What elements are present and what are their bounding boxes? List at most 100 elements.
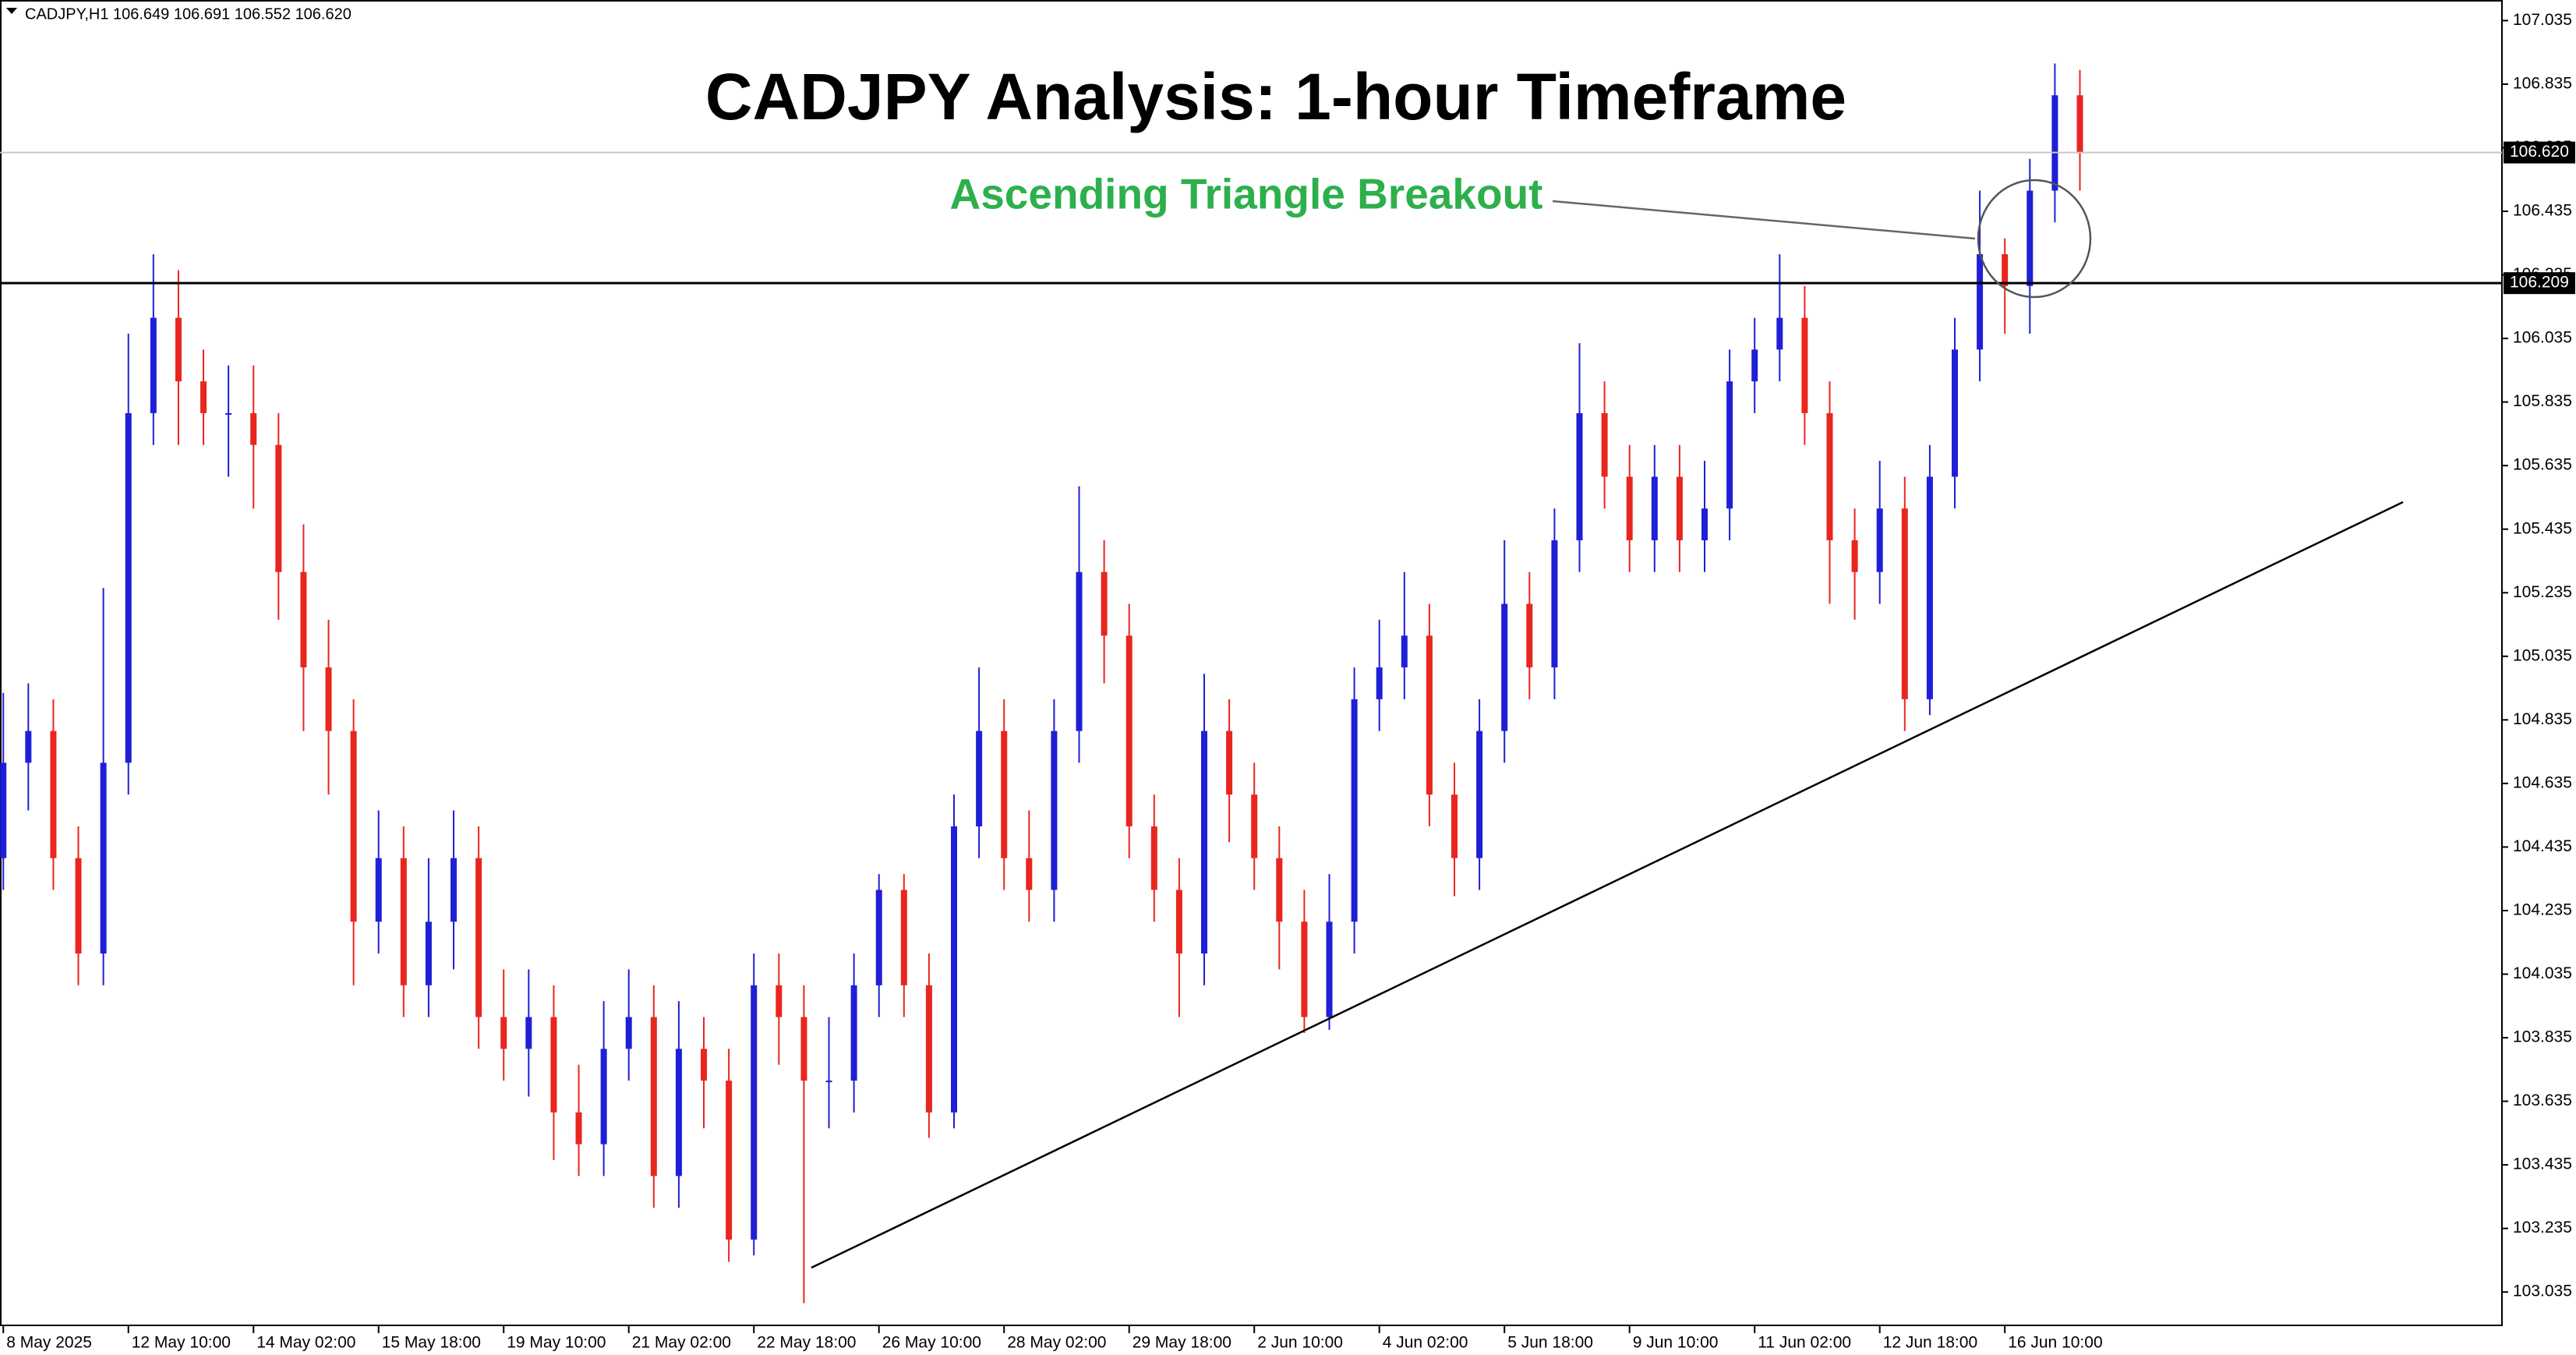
y-tick-label: 103.635: [2513, 1091, 2572, 1109]
candle-body: [225, 412, 232, 415]
y-tick-label: 106.435: [2513, 202, 2572, 220]
candle-body: [1726, 381, 1733, 509]
candle-body: [550, 1017, 557, 1113]
candle-body: [1576, 412, 1583, 540]
price-level-box: [2504, 141, 2575, 164]
y-tick-label: 105.635: [2513, 456, 2572, 474]
candle-body: [0, 762, 7, 858]
x-tick-label: 22 May 18:00: [757, 1334, 856, 1352]
candle-body: [2002, 254, 2009, 286]
y-tick-label: 107.035: [2513, 11, 2572, 29]
candle-body: [1226, 731, 1233, 795]
menu-icon[interactable]: [6, 8, 17, 14]
price-level-label: 106.620: [2510, 143, 2569, 161]
candle-body: [850, 985, 857, 1081]
x-tick-label: 19 May 10:00: [507, 1334, 606, 1352]
candle-body: [951, 826, 958, 1113]
x-tick-label: 14 May 02:00: [256, 1334, 355, 1352]
candle-body: [1251, 794, 1258, 858]
candle-body: [500, 1017, 507, 1049]
candle-body: [776, 985, 783, 1017]
candle-body: [1626, 476, 1633, 540]
x-tick-label: 16 Jun 10:00: [2008, 1334, 2102, 1352]
price-level-label: 106.209: [2510, 274, 2569, 292]
x-tick-label: 8 May 2025: [6, 1334, 92, 1352]
annotation-pointer: [1552, 200, 1976, 240]
candle-body: [275, 444, 282, 572]
x-tick-label: 12 Jun 18:00: [1883, 1334, 1977, 1352]
candle-body: [1601, 412, 1608, 477]
candle-body: [175, 317, 182, 382]
candle-body: [1651, 476, 1658, 540]
candle-body: [1326, 922, 1333, 1017]
candle-body: [1901, 508, 1908, 699]
candle-body: [200, 381, 207, 413]
y-tick-label: 104.435: [2513, 837, 2572, 855]
candle-body: [400, 858, 407, 985]
candle-body: [1676, 476, 1683, 540]
y-tick-label: 105.435: [2513, 519, 2572, 537]
candle-body: [1401, 635, 1408, 668]
candle-body: [875, 890, 882, 985]
candle-body: [1776, 317, 1783, 350]
y-tick-label: 104.835: [2513, 710, 2572, 728]
candle-body: [1501, 603, 1508, 731]
candle-body: [425, 922, 432, 985]
candle-body: [1376, 667, 1383, 699]
candle-body: [925, 985, 932, 1113]
candle-body: [976, 731, 983, 826]
candle-body: [1426, 635, 1433, 795]
candle-body: [1451, 794, 1458, 858]
symbol-header: CADJPY,H1 106.649 106.691 106.552 106.62…: [25, 5, 352, 23]
candle-body: [2076, 95, 2083, 153]
x-tick-label: 26 May 10:00: [882, 1334, 981, 1352]
candle-body: [1551, 540, 1558, 668]
x-tick-label: 12 May 10:00: [132, 1334, 231, 1352]
x-tick-label: 15 May 18:00: [382, 1334, 481, 1352]
candle-body: [150, 317, 157, 413]
candle-body: [525, 1017, 532, 1049]
candle-body: [625, 1017, 632, 1049]
candle-body: [75, 858, 82, 953]
x-tick-label: 5 Jun 18:00: [1507, 1334, 1593, 1352]
y-tick-label: 105.835: [2513, 392, 2572, 410]
y-tick-label: 104.635: [2513, 773, 2572, 791]
plot-frame: [0, 0, 2503, 1326]
candle-body: [1926, 476, 1933, 699]
candle-body: [900, 890, 907, 985]
candle-body: [1125, 635, 1133, 826]
chart-title: CADJPY Analysis: 1-hour Timeframe: [705, 60, 1846, 133]
x-tick-label: 4 Jun 02:00: [1383, 1334, 1468, 1352]
candle-body: [1977, 254, 1984, 350]
y-tick-label: 103.435: [2513, 1155, 2572, 1173]
candle-body: [701, 1049, 708, 1081]
x-tick-label: 9 Jun 10:00: [1633, 1334, 1719, 1352]
candle-body: [575, 1112, 582, 1144]
candle-body: [1026, 858, 1033, 890]
candle-body: [1476, 731, 1483, 858]
y-tick-label: 103.835: [2513, 1028, 2572, 1046]
candle-body: [1051, 731, 1058, 890]
y-tick-label: 106.035: [2513, 329, 2572, 347]
y-tick-label: 105.035: [2513, 646, 2572, 664]
candle-body: [325, 667, 332, 731]
candle-body: [800, 1017, 807, 1081]
candle-body: [1001, 731, 1008, 858]
trendline: [811, 501, 2404, 1269]
candle-body: [1801, 317, 1808, 413]
candle-body: [1351, 699, 1358, 922]
candle-body: [451, 858, 458, 922]
candle-body: [1101, 571, 1108, 636]
candle-body: [1076, 571, 1083, 731]
x-tick-label: 11 Jun 02:00: [1758, 1334, 1851, 1352]
candle-body: [1751, 349, 1758, 382]
candle-body: [751, 985, 758, 1240]
candle-body: [2027, 190, 2034, 286]
candle-body: [375, 858, 382, 922]
x-tick-label: 29 May 18:00: [1133, 1334, 1231, 1352]
candle-body: [1526, 603, 1533, 668]
candle-body: [1175, 890, 1182, 953]
candle-body: [650, 1017, 657, 1176]
price-level-box: [2504, 272, 2575, 295]
candle-body: [300, 571, 307, 668]
